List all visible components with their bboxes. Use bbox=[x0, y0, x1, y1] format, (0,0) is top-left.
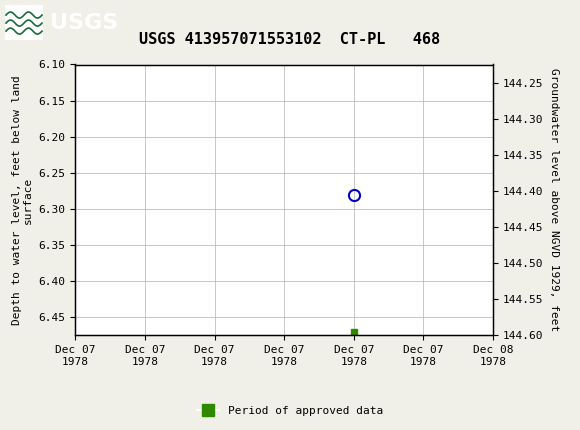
Y-axis label: Depth to water level, feet below land
surface: Depth to water level, feet below land su… bbox=[12, 75, 33, 325]
Y-axis label: Groundwater level above NGVD 1929, feet: Groundwater level above NGVD 1929, feet bbox=[549, 68, 559, 332]
Text: USGS 413957071553102  CT-PL   468: USGS 413957071553102 CT-PL 468 bbox=[139, 32, 441, 47]
Text: USGS: USGS bbox=[50, 13, 118, 33]
FancyBboxPatch shape bbox=[5, 5, 43, 40]
Legend: Period of approved data: Period of approved data bbox=[193, 401, 387, 420]
